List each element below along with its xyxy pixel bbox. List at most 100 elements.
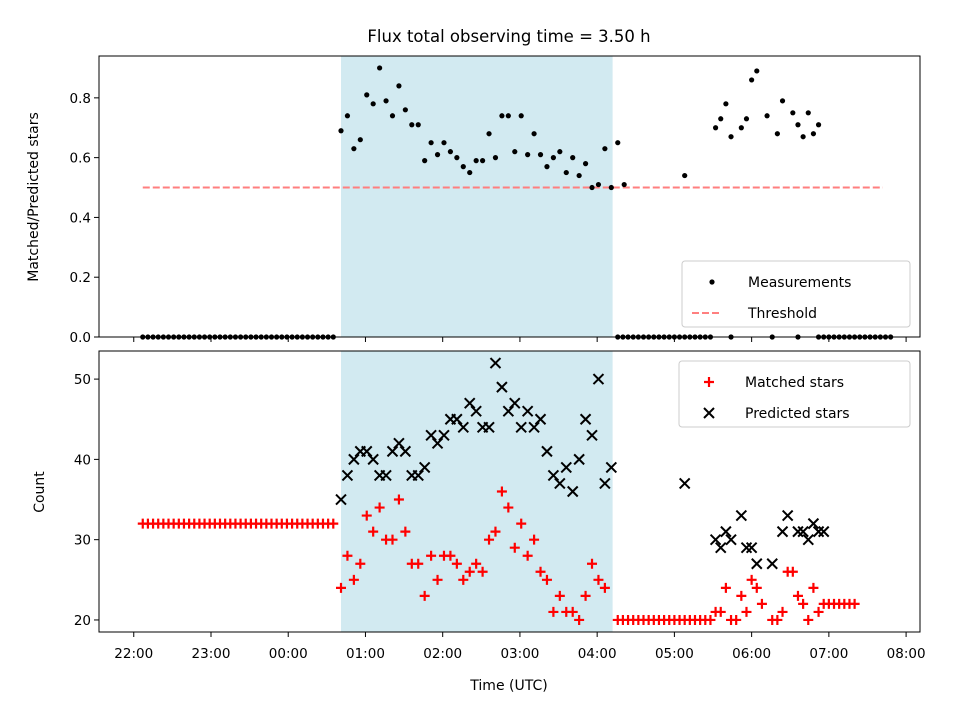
- data-point: [541, 574, 552, 585]
- data-point: [426, 550, 437, 561]
- data-point: [521, 405, 534, 417]
- data-point: [580, 590, 591, 601]
- data-point: [720, 525, 732, 538]
- data-point: [728, 134, 734, 140]
- data-point: [567, 606, 578, 617]
- data-point: [464, 566, 475, 577]
- data-point: [746, 574, 757, 585]
- y-tick-label: 0.2: [70, 270, 91, 286]
- data-point: [400, 526, 411, 537]
- data-point: [795, 122, 801, 128]
- x-tick-label: 00:00: [269, 646, 308, 662]
- data-point: [402, 107, 408, 113]
- data-point: [815, 122, 822, 128]
- data-point: [428, 140, 434, 146]
- data-point: [599, 477, 611, 490]
- data-point: [383, 98, 389, 104]
- data-point: [720, 582, 731, 593]
- data-point: [595, 181, 602, 188]
- data-point: [743, 116, 750, 122]
- data-point: [807, 517, 820, 530]
- data-point: [361, 445, 373, 458]
- data-point: [751, 582, 762, 593]
- legend-label: Matched stars: [745, 375, 844, 391]
- data-point: [447, 149, 454, 155]
- data-point: [502, 405, 515, 417]
- data-point: [741, 606, 752, 617]
- data-point: [731, 614, 742, 625]
- data-point: [445, 550, 456, 561]
- data-point: [554, 477, 566, 490]
- data-point: [512, 149, 518, 155]
- x-tick-label: 22:00: [114, 646, 153, 662]
- panel-ratio: 0.0 0.2 0.4 0.6 0.8 Measurements Threshold: [70, 55, 921, 346]
- data-point: [576, 172, 582, 179]
- data-point: [341, 469, 354, 482]
- y-tick-label: 0.4: [70, 210, 91, 226]
- data-point: [772, 614, 783, 625]
- data-point: [560, 461, 572, 474]
- observing-window: [341, 351, 613, 632]
- legend-label: Threshold: [747, 306, 817, 322]
- data-point: [725, 533, 737, 546]
- data-point: [368, 526, 379, 537]
- x-tick-label: 08:00: [887, 646, 926, 662]
- data-point: [547, 469, 560, 482]
- data-point: [489, 357, 502, 369]
- data-point: [535, 566, 546, 577]
- data-point: [389, 113, 396, 119]
- data-point: [387, 534, 398, 545]
- x-tick-label: 01:00: [346, 646, 385, 662]
- data-point: [776, 525, 789, 538]
- data-point: [608, 184, 614, 191]
- y-tick-label: 40: [74, 452, 91, 468]
- legend: Matched stars Predicted stars: [678, 360, 911, 428]
- series-matched-stars: [137, 486, 860, 625]
- data-point: [415, 122, 421, 128]
- data-point: [357, 137, 363, 143]
- data-point: [550, 155, 556, 161]
- series-predicted-stars: [335, 357, 830, 570]
- data-point: [749, 77, 755, 83]
- data-point: [735, 509, 748, 522]
- y-tick-label: 30: [74, 533, 91, 549]
- x-tick-label: 04:00: [578, 646, 617, 662]
- data-point: [805, 110, 811, 116]
- data-point: [477, 566, 488, 577]
- data-point: [738, 125, 744, 131]
- x-tick-label: 02:00: [423, 646, 462, 662]
- legend-marker: [709, 279, 715, 285]
- data-point: [563, 169, 569, 176]
- y-tick-label: 20: [74, 613, 91, 629]
- data-point: [451, 413, 463, 425]
- data-point: [528, 421, 540, 433]
- data-point: [723, 101, 729, 107]
- data-point: [715, 606, 726, 617]
- data-point: [534, 413, 547, 425]
- legend-label: Measurements: [748, 275, 851, 291]
- data-point: [798, 598, 809, 609]
- data-point: [470, 405, 482, 417]
- data-point: [432, 574, 443, 585]
- data-point: [399, 445, 412, 458]
- y-axis-label-ratio: Matched/Predicted stars: [26, 112, 42, 282]
- data-point: [792, 525, 804, 538]
- data-point: [751, 558, 763, 570]
- data-point: [682, 172, 688, 179]
- data-point: [593, 574, 604, 585]
- y-tick-label: 0.6: [70, 151, 91, 167]
- data-point: [808, 582, 819, 593]
- data-point: [740, 541, 753, 554]
- data-point: [792, 590, 803, 601]
- data-point: [486, 131, 492, 137]
- data-point: [602, 146, 608, 152]
- data-point: [364, 92, 370, 98]
- data-point: [413, 558, 424, 569]
- data-point: [548, 606, 559, 617]
- x-tick-label: 23:00: [192, 646, 231, 662]
- data-point: [849, 598, 860, 609]
- data-point: [377, 65, 383, 71]
- data-point: [587, 558, 598, 569]
- chart-title: Flux total observing time = 3.50 h: [367, 27, 650, 46]
- data-point: [818, 525, 830, 538]
